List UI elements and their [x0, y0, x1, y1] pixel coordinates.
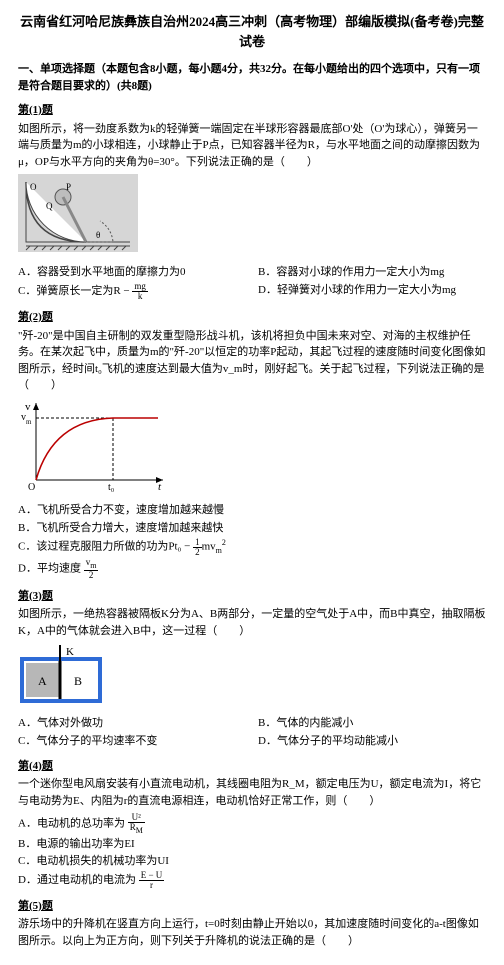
svg-text:P: P — [66, 182, 71, 192]
q1-figure: O P Q θ — [18, 174, 486, 260]
q1-opt-b: B．容器对小球的作用力一定大小为mg — [258, 264, 486, 281]
section-1-heading: 一、单项选择题（本题包含8小题，每小题4分，共32分。在每小题给出的四个选项中，… — [18, 61, 486, 94]
svg-text:O: O — [28, 482, 35, 493]
q2-number: 第(2)题 — [18, 309, 486, 326]
q5-number: 第(5)题 — [18, 898, 486, 915]
q2-stem: "歼-20"是中国自主研制的双发重型隐形战斗机，该机将担负中国未来对空、对海的主… — [18, 328, 486, 394]
svg-text:θ: θ — [96, 230, 100, 240]
exam-title: 云南省红河哈尼族彝族自治州2024高三冲刺（高考物理）部编版模拟(备考卷)完整试… — [18, 12, 486, 51]
q2-opt-b: B．飞机所受合力增大，速度增加越来越快 — [18, 520, 486, 537]
q3-options: A．气体对外做功 B．气体的内能减小 C．气体分子的平均速率不变 D．气体分子的… — [18, 715, 486, 750]
q3-opt-b: B．气体的内能减小 — [258, 715, 486, 732]
svg-text:Q: Q — [46, 201, 53, 211]
q2-figure: vm v O t₀ t — [18, 398, 486, 499]
q3-figure: K A B — [18, 643, 486, 711]
svg-text:vm: vm — [21, 412, 32, 426]
q4-options: A．电动机的总功率为 U²RM B．电源的输出功率为EI C．电动机损失的机械功… — [18, 813, 486, 890]
svg-text:O: O — [30, 182, 37, 192]
q3-stem: 如图所示，一绝热容器被隔板K分为A、B两部分，一定量的空气处于A中，而B中真空，… — [18, 606, 486, 639]
q4-opt-d: D．通过电动机的电流为 E − Ur — [18, 871, 486, 890]
svg-text:t: t — [158, 481, 162, 493]
q1-opt-d: D．轻弹簧对小球的作用力一定大小为mg — [258, 282, 486, 301]
q5-stem: 游乐场中的升降机在竖直方向上运行，t=0时刻由静止开始以0，其加速度随时间变化的… — [18, 916, 486, 949]
q4-opt-a: A．电动机的总功率为 U²RM — [18, 813, 486, 835]
q1-stem: 如图所示，将一劲度系数为k的轻弹簧一端固定在半球形容器最底部O'处（O'为球心）… — [18, 121, 486, 171]
q2-opt-c: C．该过程克服阻力所做的功为Pt₀ − 12mvm2 — [18, 537, 486, 557]
q4-stem: 一个迷你型电风扇安装有小直流电动机，其线圈电阻为R_M，额定电压为U，额定电流为… — [18, 776, 486, 809]
q1-options: A．容器受到水平地面的摩擦力为0 B．容器对小球的作用力一定大小为mg C．弹簧… — [18, 264, 486, 302]
svg-text:t₀: t₀ — [108, 482, 115, 493]
q4-opt-b: B．电源的输出功率为EI — [18, 836, 486, 853]
q4-number: 第(4)题 — [18, 758, 486, 775]
q1-opt-a: A．容器受到水平地面的摩擦力为0 — [18, 264, 246, 281]
q2-options: A．飞机所受合力不变，速度增加越来越慢 B．飞机所受合力增大，速度增加越来越快 … — [18, 502, 486, 580]
q1-number: 第(1)题 — [18, 102, 486, 119]
svg-text:v: v — [25, 401, 31, 413]
q3-opt-a: A．气体对外做功 — [18, 715, 246, 732]
q1-opt-c: C．弹簧原长一定为R − mgk — [18, 282, 246, 301]
q4-opt-c: C．电动机损失的机械功率为UI — [18, 853, 486, 870]
q2-opt-a: A．飞机所受合力不变，速度增加越来越慢 — [18, 502, 486, 519]
q3-opt-d: D．气体分子的平均动能减小 — [258, 733, 486, 750]
svg-text:B: B — [74, 674, 82, 688]
svg-text:K: K — [66, 646, 74, 658]
q3-number: 第(3)题 — [18, 588, 486, 605]
q2-opt-d: D．平均速度 vm2 — [18, 558, 486, 580]
svg-text:A: A — [38, 674, 47, 688]
q3-opt-c: C．气体分子的平均速率不变 — [18, 733, 246, 750]
